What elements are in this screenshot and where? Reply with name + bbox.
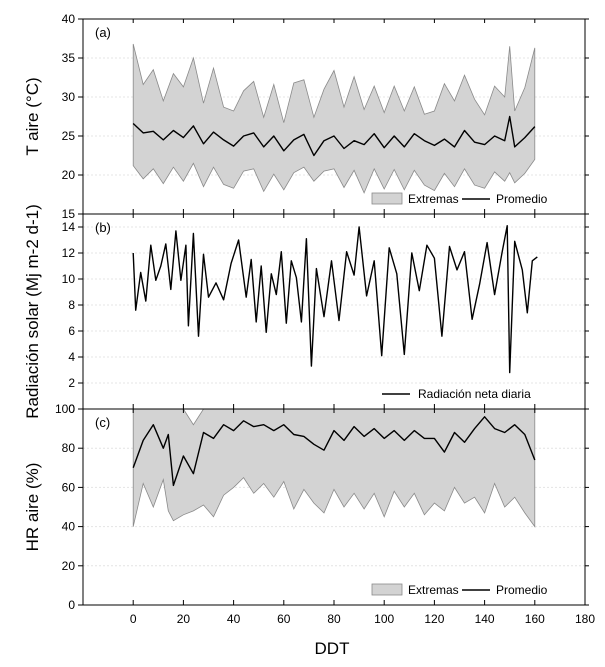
legend-swatch-band (371, 192, 403, 205)
y-tick-label: 25 (62, 129, 76, 143)
x-axis-label: DDT (315, 639, 350, 658)
y-tick-label: 0 (68, 598, 75, 612)
y-tick-label: 8 (68, 298, 75, 312)
y-axis-label: Radiación solar (Mj m-2 d-1) (23, 204, 42, 418)
y-axis-label: T aire (°C) (23, 77, 42, 155)
legend: Extremas Promedio (371, 583, 548, 597)
series-line (132, 224, 538, 374)
x-tick-label: 140 (475, 612, 495, 626)
x-tick-label: 60 (277, 612, 291, 626)
x-tick-label: 180 (575, 612, 595, 626)
y-tick-label: 40 (62, 12, 76, 26)
legend: Extremas Promedio (371, 192, 548, 206)
x-axis: 0 20 40 60 80 100 120 140 160 180 (130, 612, 595, 626)
x-tick-label: 80 (327, 612, 341, 626)
legend-label-line: Promedio (496, 583, 548, 597)
legend-label-line: Promedio (496, 192, 548, 206)
series-line (132, 115, 536, 157)
y-tick-label: 15 (62, 207, 76, 221)
panel-b: 0 2 4 6 8 10 12 14 (b) Radiación solar (Mj m-2 d-… (23, 204, 589, 419)
panel-label: (c) (95, 415, 110, 430)
panel-a: 15 20 25 30 35 40 (a) T aire (°C) Extremas Promed… (23, 12, 589, 221)
x-tick-label: 20 (177, 612, 191, 626)
series-extremas-band (132, 408, 536, 528)
y-tick-label: 100 (55, 402, 75, 416)
y-tick-label: 30 (62, 90, 76, 104)
x-tick-label: 0 (130, 612, 137, 626)
y-tick-label: 20 (62, 168, 76, 182)
y-tick-label: 35 (62, 51, 76, 65)
legend-label-band: Extremas (408, 583, 459, 597)
y-tick-label: 40 (62, 520, 76, 534)
y-tick-label: 12 (62, 246, 76, 260)
y-tick-label: 4 (68, 350, 75, 364)
y-tick-label: 10 (62, 272, 76, 286)
y-tick-label: 14 (62, 220, 76, 234)
x-tick-label: 120 (424, 612, 444, 626)
x-tick-label: 160 (525, 612, 545, 626)
y-axis-label: HR aire (%) (23, 463, 42, 552)
y-tick-label: 60 (62, 480, 76, 494)
x-tick-label: 100 (374, 612, 394, 626)
y-tick-label: 20 (62, 559, 76, 573)
panel-label: (b) (95, 220, 111, 235)
legend: Radiación neta diaria (382, 387, 531, 401)
series-extremas-band (132, 43, 536, 194)
panel-label: (a) (95, 25, 111, 40)
y-tick-label: 6 (68, 324, 75, 338)
x-tick-label: 40 (227, 612, 241, 626)
series-line (132, 416, 536, 487)
panel-c: 0 20 40 60 80 100 (c) HR aire (%) Extremas Promed… (23, 402, 589, 612)
legend-label-band: Extremas (408, 192, 459, 206)
plot-frame (82, 213, 586, 410)
y-tick-label: 0 (68, 402, 75, 416)
legend-label-line: Radiación neta diaria (418, 387, 531, 401)
legend-swatch-band (371, 583, 403, 596)
y-tick-label: 80 (62, 441, 76, 455)
y-tick-label: 2 (68, 376, 75, 390)
